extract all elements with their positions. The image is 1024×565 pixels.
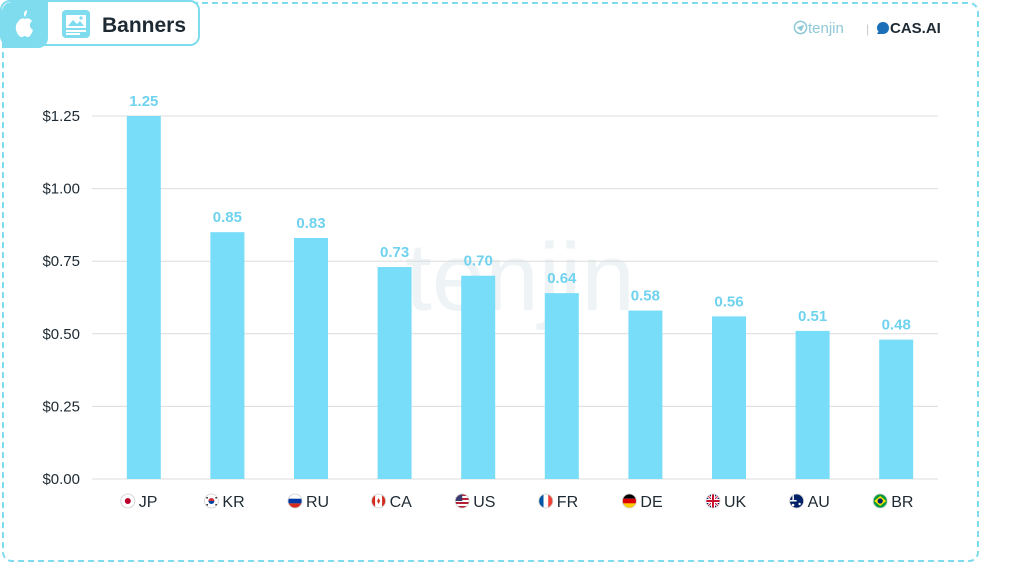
y-tick-label: $0.00 [42, 471, 80, 488]
y-tick-label: $0.50 [42, 326, 80, 343]
x-tick-ca: CA [371, 493, 413, 511]
y-tick-label: $1.25 [42, 108, 80, 125]
bar-ru [294, 237, 328, 479]
x-tick-label: KR [222, 494, 244, 511]
x-tick-ru: RU [287, 493, 329, 511]
x-tick-label: AU [808, 494, 830, 511]
x-tick-fr: FR [538, 493, 578, 511]
apple-icon [2, 2, 48, 48]
usa-flag-icon [454, 493, 470, 509]
bar-uk [712, 316, 746, 479]
bar-kr [210, 232, 245, 479]
x-tick-de: DE [622, 493, 663, 511]
australia-flag-icon [789, 493, 804, 509]
japan-flag-icon [120, 493, 136, 509]
france-flag-icon [538, 493, 554, 509]
value-label-uk: 0.56 [714, 293, 743, 310]
tenjin-logo: tenjin [793, 20, 844, 37]
bar-br [879, 339, 914, 479]
bar-de [628, 310, 663, 479]
tenjin-logo-text: tenjin [808, 20, 844, 37]
x-tick-kr: KR [203, 493, 245, 511]
x-tick-label: JP [139, 494, 158, 511]
bar-fr [544, 293, 579, 479]
image-banner-icon [62, 10, 90, 38]
chart-frame [2, 2, 979, 562]
value-label-br: 0.48 [882, 317, 911, 334]
south-korea-flag-icon [203, 493, 219, 509]
value-label-kr: 0.85 [213, 209, 242, 226]
y-tick-label: $0.25 [42, 398, 80, 415]
canada-flag-icon [371, 493, 387, 509]
germany-flag-icon [622, 493, 637, 509]
x-tick-us: US [454, 493, 495, 511]
x-tick-label: BR [891, 494, 913, 511]
bar-ca [377, 267, 412, 479]
x-tick-au: AU [789, 493, 830, 511]
value-label-us: 0.70 [464, 253, 493, 270]
page-title: Banners [102, 14, 187, 37]
uk-flag-icon [705, 493, 721, 509]
bar-us [461, 275, 496, 479]
cas-logo-text: CAS.AI [890, 20, 941, 37]
value-label-au: 0.51 [798, 308, 827, 325]
cas-logo: CAS.AI [876, 20, 941, 37]
x-tick-label: US [473, 494, 495, 511]
brand-separator: | [866, 22, 870, 36]
x-tick-label: FR [557, 494, 578, 511]
header-tab: Banners [0, 0, 200, 48]
y-tick-label: $1.00 [42, 181, 80, 198]
x-tick-jp: JP [120, 493, 158, 511]
tenjin-logo-icon [793, 20, 808, 35]
bar-jp [126, 116, 161, 479]
x-tick-label: DE [640, 494, 662, 511]
y-tick-label: $0.75 [42, 253, 80, 270]
value-label-de: 0.58 [631, 288, 660, 305]
x-tick-label: RU [306, 494, 329, 511]
value-label-fr: 0.64 [547, 270, 577, 287]
x-tick-uk: UK [705, 493, 747, 511]
brazil-flag-icon [872, 493, 888, 509]
value-label-ca: 0.73 [380, 244, 409, 261]
cas-logo-icon [877, 22, 889, 34]
russia-flag-icon [287, 493, 303, 509]
value-label-ru: 0.83 [296, 215, 325, 232]
x-tick-label: UK [724, 494, 747, 511]
x-tick-label: CA [390, 494, 413, 511]
bar-au [795, 330, 830, 479]
value-label-jp: 1.25 [129, 93, 158, 110]
x-tick-br: BR [872, 493, 913, 511]
tenjin-watermark: tenjin [405, 224, 635, 331]
